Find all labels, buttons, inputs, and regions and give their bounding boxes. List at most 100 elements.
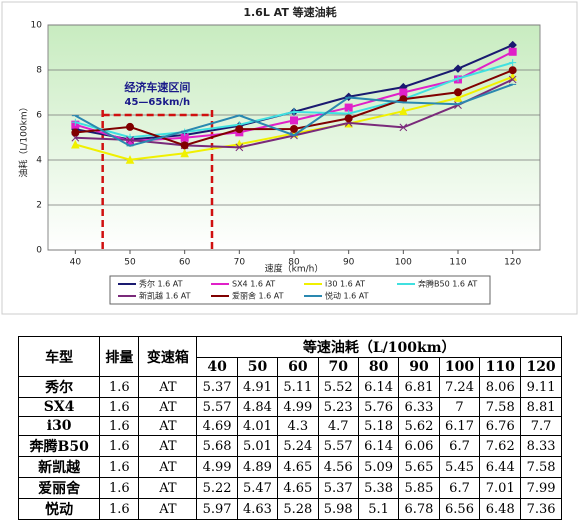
value-cell: 5.47 <box>236 477 279 499</box>
value-cell: 8.06 <box>479 376 522 398</box>
value-cell: 4.99 <box>196 456 238 478</box>
transmission-cell: AT <box>138 498 198 520</box>
point <box>508 75 517 84</box>
x-tick-label: 80 <box>288 258 300 268</box>
x-tick-label: 120 <box>504 258 521 268</box>
displacement-cell: 1.6 <box>99 376 140 398</box>
model-cell: i30 <box>17 416 101 436</box>
x-tick-label: 100 <box>395 258 412 268</box>
value-cell: 6.17 <box>438 416 481 436</box>
value-cell: 5.22 <box>196 477 238 499</box>
value-cell: 4.3 <box>277 416 319 436</box>
annotation-subtext: 45—65km/h <box>124 97 190 108</box>
point <box>290 116 298 125</box>
value-cell: 4.99 <box>277 397 319 417</box>
value-cell: 5.18 <box>357 416 400 436</box>
table-header: 车型 <box>17 336 101 377</box>
value-cell: 6.14 <box>357 376 400 398</box>
value-cell: 6.06 <box>398 435 440 457</box>
displacement-cell: 1.6 <box>99 456 140 478</box>
displacement-cell: 1.6 <box>99 416 140 436</box>
value-cell: 4.84 <box>236 397 279 417</box>
table-header: 排量 <box>99 336 140 377</box>
value-cell: 4.63 <box>236 498 279 520</box>
transmission-cell: AT <box>138 397 198 417</box>
data-table: 车型 排量 变速箱 等速油耗（L/100km） 40 50 60 70 80 90 100 1… <box>17 336 562 520</box>
value-cell: 7.7 <box>520 416 562 436</box>
table-row: 爱丽舍 1.6 AT 5.22 5.47 4.65 5.37 5.38 5.85 6.7 7.01 7… <box>17 477 562 499</box>
value-cell: 4.56 <box>317 456 359 478</box>
value-cell: 7.01 <box>479 477 522 499</box>
value-cell: 4.91 <box>236 376 279 398</box>
y-tick-label: 8 <box>36 66 42 76</box>
speed-header: 50 <box>236 357 279 377</box>
legend-label: 爱丽舍 1.6 AT <box>232 291 284 301</box>
value-cell: 5.1 <box>357 498 400 520</box>
point <box>509 59 517 67</box>
model-cell: 新凯越 <box>17 456 101 478</box>
value-cell: 5.37 <box>317 477 359 499</box>
point <box>344 114 353 123</box>
model-cell: 爱丽舍 <box>17 477 101 499</box>
chart: 1.6L AT 等速油耗 速度（km/h） 油耗（L/100km） 0 2 4 6 8 1… <box>1 1 578 315</box>
legend-label: 悦动 1.6 AT <box>325 291 369 301</box>
displacement-cell: 1.6 <box>99 435 140 457</box>
displacement-cell: 1.6 <box>99 498 140 520</box>
point <box>125 155 135 164</box>
model-cell: 奔腾B50 <box>17 435 101 457</box>
value-cell: 5.45 <box>438 456 481 478</box>
transmission-cell: AT <box>138 435 198 457</box>
point <box>235 125 244 134</box>
point <box>454 75 462 83</box>
table-row: 奔腾B50 1.6 AT 5.68 5.01 5.24 5.57 6.14 6.06 6.7 7.6… <box>17 435 562 457</box>
value-cell: 4.65 <box>277 477 319 499</box>
transmission-cell: AT <box>138 376 198 398</box>
point <box>399 106 408 116</box>
value-cell: 5.38 <box>357 477 400 499</box>
legend-label: 新凯越 1.6 AT <box>139 291 191 301</box>
value-cell: 5.23 <box>317 397 359 417</box>
value-cell: 7.58 <box>520 456 562 478</box>
value-cell: 6.44 <box>479 456 522 478</box>
y-axis-label: 油耗（L/100km） <box>18 102 30 177</box>
point <box>235 143 244 152</box>
transmission-cell: AT <box>138 456 198 478</box>
point <box>290 124 298 133</box>
value-cell: 5.28 <box>277 498 319 520</box>
displacement-cell: 1.6 <box>99 397 140 417</box>
point <box>71 128 80 137</box>
value-cell: 5.97 <box>196 498 238 520</box>
point <box>453 93 463 102</box>
value-cell: 4.69 <box>196 416 238 436</box>
table-row: 新凯越 1.6 AT 4.99 4.89 4.65 4.56 5.09 5.65 5.45 6.44… <box>17 456 562 478</box>
value-cell: 8.81 <box>520 397 562 417</box>
x-tick-label: 40 <box>70 258 82 268</box>
value-cell: 5.76 <box>357 397 400 417</box>
point <box>453 64 463 73</box>
table-row: 悦动 1.6 AT 5.97 4.63 5.28 5.98 5.1 6.78 6.56 6.48 7.… <box>17 498 562 520</box>
value-cell: 7 <box>438 397 481 417</box>
speed-header: 70 <box>317 357 359 377</box>
value-cell: 7.24 <box>438 376 481 398</box>
value-cell: 4.65 <box>277 456 319 478</box>
legend-box <box>109 275 491 305</box>
transmission-cell: AT <box>138 477 198 499</box>
value-cell: 6.14 <box>357 435 400 457</box>
chart-title: 1.6L AT 等速油耗 <box>243 5 336 19</box>
model-cell: SX4 <box>17 397 101 417</box>
legend-label: 奔腾B50 1.6 AT <box>418 279 477 289</box>
point <box>290 108 298 116</box>
value-cell: 4.01 <box>236 416 279 436</box>
legend-label: i30 1.6 AT <box>325 280 365 289</box>
value-cell: 6.81 <box>398 376 440 398</box>
value-cell: 6.33 <box>398 397 440 417</box>
y-tick-label: 4 <box>36 156 42 166</box>
legend-label: SX4 1.6 AT <box>232 280 275 289</box>
point <box>180 141 189 150</box>
point <box>454 88 462 97</box>
value-cell: 5.37 <box>196 376 238 398</box>
annotation-text: 经济车速区间 <box>124 80 190 94</box>
value-cell: 6.48 <box>479 498 522 520</box>
table-header: 变速箱 <box>138 336 198 377</box>
